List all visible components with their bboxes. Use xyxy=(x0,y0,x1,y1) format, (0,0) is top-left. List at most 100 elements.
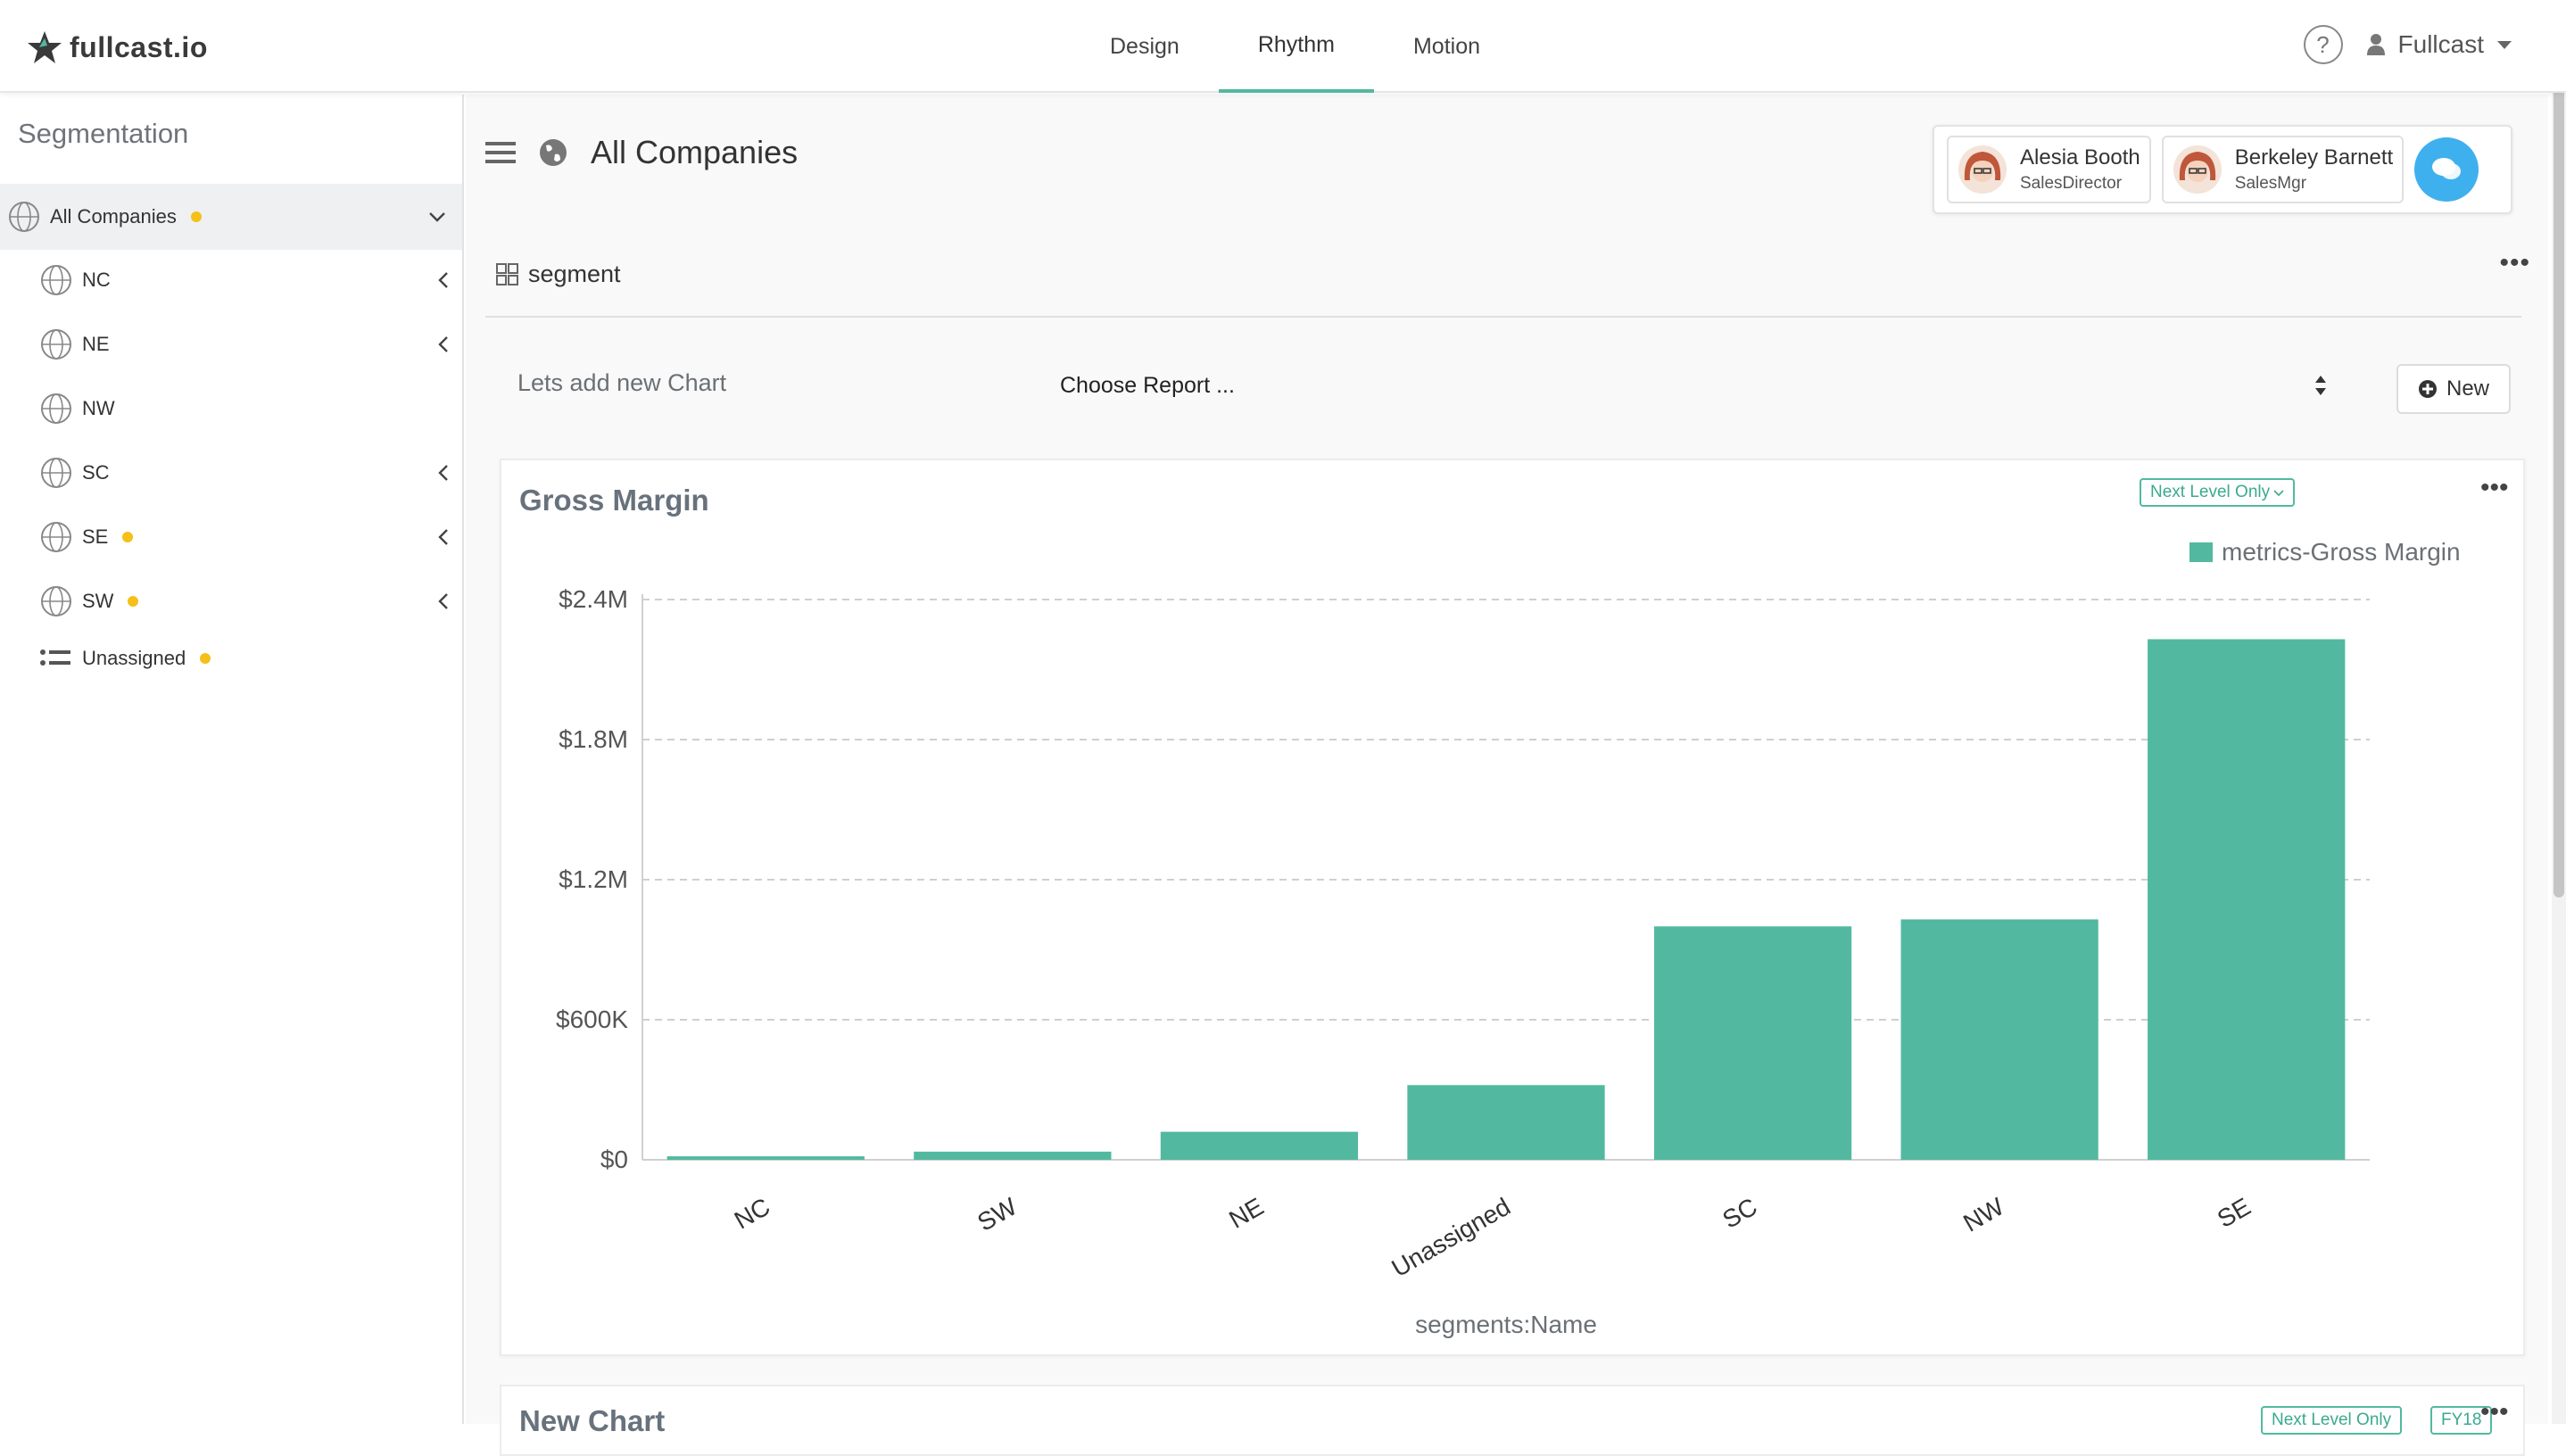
status-dot xyxy=(190,211,202,222)
tree-item-sc[interactable]: SC xyxy=(39,446,450,500)
new-chart-button[interactable]: New xyxy=(2396,364,2511,414)
bar-unassigned xyxy=(1407,1085,1605,1160)
segmentation-sidebar: Segmentation All Companies NC NE xyxy=(0,95,464,1424)
y-tick-label: $1.2M xyxy=(559,865,628,893)
tree-item-sw[interactable]: SW xyxy=(39,575,450,628)
page-title: All Companies xyxy=(591,134,799,170)
chart-title: Gross Margin xyxy=(519,484,709,517)
status-dot xyxy=(128,596,139,607)
top-right-controls: ? Fullcast xyxy=(2303,25,2512,64)
collaborator-card[interactable]: Alesia Booth SalesDirector xyxy=(1947,136,2151,203)
dashboard-grid-icon xyxy=(496,262,518,285)
chevron-left-icon[interactable] xyxy=(437,592,450,610)
status-dot xyxy=(200,653,211,664)
tree-item-nc[interactable]: NC xyxy=(39,253,450,307)
bar-sw xyxy=(914,1151,1112,1160)
globe-icon xyxy=(41,329,71,360)
tree-item-label: NC xyxy=(82,269,111,291)
report-select-value: Choose Report ... xyxy=(1060,372,1235,398)
x-tick-label: NE xyxy=(1224,1193,1268,1234)
filter-dropdown[interactable]: Next Level Only xyxy=(2261,1406,2403,1435)
x-tick-label: NC xyxy=(730,1193,775,1235)
tree-item-label: SC xyxy=(82,461,110,484)
collaborator-role: SalesMgr xyxy=(2234,174,2307,193)
fullcast-logo[interactable]: fullcast.io xyxy=(27,27,208,68)
status-dot xyxy=(122,532,134,542)
y-tick-label: $2.4M xyxy=(559,585,628,613)
main-content: All Companies Alesia Booth SalesDirector xyxy=(466,95,2548,1456)
chat-button[interactable] xyxy=(2414,137,2479,202)
filter-dropdown[interactable]: Next Level Only xyxy=(2140,478,2296,507)
help-icon[interactable]: ? xyxy=(2303,25,2343,64)
chart-more-options-icon[interactable]: ••• xyxy=(2480,473,2509,502)
user-menu[interactable]: Fullcast xyxy=(2366,30,2512,59)
tree-item-label: Unassigned xyxy=(82,647,186,669)
chevron-left-icon[interactable] xyxy=(437,528,450,546)
report-select[interactable]: Choose Report ... xyxy=(1037,359,2339,412)
legend-label: metrics-Gross Margin xyxy=(2222,538,2461,566)
tree-item-label: NW xyxy=(82,397,115,419)
tab-design[interactable]: Design xyxy=(1110,33,1180,59)
user-icon xyxy=(2366,34,2385,55)
tree-item-label: SW xyxy=(82,590,114,612)
collaborators-panel: Alesia Booth SalesDirector Berkeley Barn… xyxy=(1933,125,2512,214)
x-tick-label: SE xyxy=(2213,1193,2256,1234)
globe-icon xyxy=(41,393,71,424)
x-tick-label: SC xyxy=(1718,1193,1761,1234)
x-tick-label: NW xyxy=(1958,1192,2008,1237)
user-name: Fullcast xyxy=(2397,30,2484,58)
globe-icon xyxy=(41,586,71,616)
x-tick-label: SW xyxy=(973,1192,1022,1237)
avatar xyxy=(2173,145,2222,194)
chevron-left-icon[interactable] xyxy=(437,335,450,353)
sidebar-title: Segmentation xyxy=(18,118,189,149)
tree-item-unassigned[interactable]: Unassigned xyxy=(39,632,450,685)
star-logo-icon xyxy=(28,31,62,63)
sort-arrows-icon xyxy=(2315,376,2326,395)
collaborator-name: Alesia Booth xyxy=(2020,145,2140,170)
bar-nc xyxy=(666,1156,865,1160)
tab-motion[interactable]: Motion xyxy=(1412,33,1481,59)
tree-item-label: SE xyxy=(82,525,109,548)
segment-section-header: segment xyxy=(496,261,621,288)
chevron-down-icon[interactable] xyxy=(428,211,446,223)
tab-rhythm[interactable]: Rhythm xyxy=(1218,0,1374,93)
caret-down-icon xyxy=(2497,41,2512,49)
chart-card-new: New Chart Next Level Only FY18 ••• xyxy=(500,1385,2525,1456)
chevron-left-icon[interactable] xyxy=(437,464,450,482)
page-scrollbar[interactable] xyxy=(2552,0,2566,1424)
tree-item-ne[interactable]: NE xyxy=(39,318,450,371)
logo-text: fullcast.io xyxy=(70,30,208,63)
collaborator-card[interactable]: Berkeley Barnett SalesMgr xyxy=(2161,136,2405,203)
tree-item-all-companies[interactable]: All Companies xyxy=(0,184,462,250)
more-options-icon[interactable]: ••• xyxy=(2499,248,2530,277)
divider xyxy=(485,316,2521,318)
gross-margin-bar-chart: $0 $600K $1.2M $1.8M $2.4M NC SW NE Unassigned SC… xyxy=(556,538,2461,1338)
bar-sc xyxy=(1653,926,1852,1160)
y-tick-label: $600K xyxy=(556,1005,628,1033)
top-navigation-bar: fullcast.io Design Rhythm Motion ? Fullc… xyxy=(0,0,2566,93)
tree-item-nw[interactable]: NW xyxy=(39,382,450,435)
globe-icon xyxy=(41,265,71,295)
bar-se xyxy=(2148,639,2346,1160)
hamburger-menu-icon[interactable] xyxy=(485,140,516,165)
globe-icon xyxy=(9,202,39,232)
tree-item-se[interactable]: SE xyxy=(39,510,450,564)
scrollbar-thumb[interactable] xyxy=(2554,5,2564,898)
legend-swatch xyxy=(2189,542,2213,562)
chat-icon xyxy=(2432,158,2462,179)
y-tick-label: $1.8M xyxy=(559,725,628,753)
add-chart-label: Lets add new Chart xyxy=(517,369,727,396)
avatar xyxy=(1958,145,2007,194)
chart-card-gross-margin: Gross Margin Next Level Only ••• $0 $600K… xyxy=(500,459,2525,1356)
chart-more-options-icon[interactable]: ••• xyxy=(2480,1397,2509,1427)
bar-ne xyxy=(1160,1131,1359,1160)
collaborator-name: Berkeley Barnett xyxy=(2234,145,2394,170)
page-header: All Companies xyxy=(485,134,798,171)
new-button-label: New xyxy=(2446,376,2489,401)
main-nav-tabs: Design Rhythm Motion xyxy=(1071,0,1519,93)
list-icon xyxy=(40,649,70,666)
chevron-left-icon[interactable] xyxy=(437,271,450,289)
y-tick-label: $0 xyxy=(600,1146,628,1173)
globe-icon xyxy=(41,458,71,488)
